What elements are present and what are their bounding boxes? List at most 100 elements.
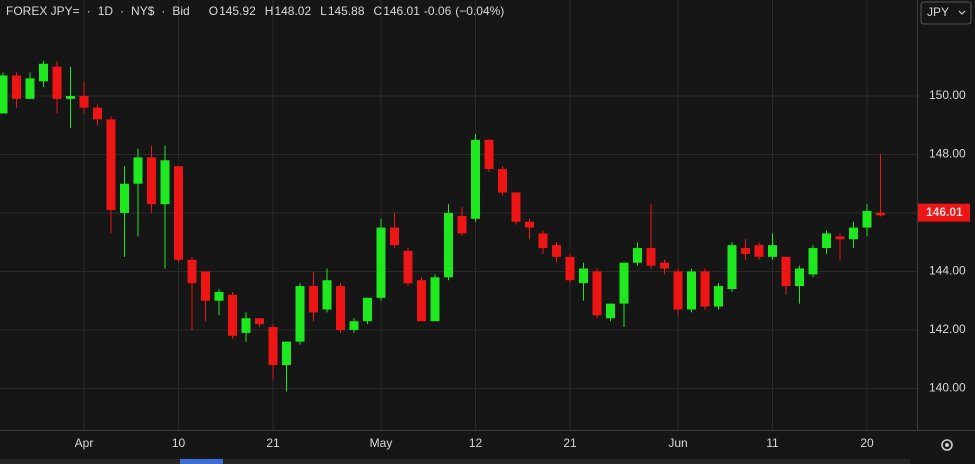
candle-body: [552, 245, 561, 257]
candle-body: [201, 271, 210, 301]
candle-body: [336, 286, 345, 330]
candle-body: [835, 236, 845, 240]
candle-body: [484, 139, 494, 170]
candle-body: [862, 210, 872, 228]
symbol: FOREX JPY=: [6, 4, 80, 18]
candle-body: [120, 183, 129, 213]
settings-button[interactable]: [941, 439, 953, 451]
scrollbar[interactable]: [0, 459, 910, 464]
last-price: 146.01: [926, 205, 963, 219]
candle-body: [79, 95, 89, 108]
candle-body: [741, 248, 750, 254]
candle-body: [39, 63, 48, 82]
candle-body: [214, 291, 224, 301]
candle-body: [363, 297, 372, 322]
candle-body: [714, 286, 723, 307]
candle-body: [876, 212, 885, 216]
candle-body: [309, 286, 318, 313]
gear-center[interactable]: [945, 443, 949, 447]
header: FOREX JPY= · 1D · NY$ · Bid: [6, 4, 190, 18]
change-pct: (−0.04%): [455, 4, 504, 18]
candle-body: [511, 192, 521, 222]
interval[interactable]: 1D: [98, 4, 114, 18]
candle-body: [633, 248, 642, 263]
candle-body: [498, 169, 507, 193]
scrollbar-thumb[interactable]: [180, 459, 223, 464]
candle-body: [538, 233, 548, 249]
gear-icon[interactable]: [941, 439, 953, 451]
separator: ·: [120, 4, 124, 18]
candle-body: [147, 157, 156, 205]
candle-body: [93, 107, 102, 120]
candle-body: [12, 75, 21, 99]
ohlc-letter: O: [209, 4, 218, 18]
candle-body: [268, 327, 278, 366]
candle-body: [241, 318, 251, 333]
candle-body: [0, 75, 8, 114]
candle-body: [349, 321, 359, 330]
x-tick-label: Jun: [668, 436, 687, 450]
candle-body: [160, 160, 170, 205]
ohlc-letter: H: [265, 4, 274, 18]
candle-body: [822, 233, 831, 249]
candle-body: [579, 268, 588, 284]
candle-body: [808, 248, 818, 275]
separator: ·: [161, 4, 165, 18]
x-tick-label: May: [370, 436, 393, 450]
ohlc-value: 145.92: [219, 4, 256, 18]
plot-area: [0, 0, 917, 430]
candle-body: [849, 227, 858, 240]
x-tick-label: 21: [266, 436, 280, 450]
currency-button[interactable]: JPY: [920, 1, 972, 25]
candle-body: [646, 248, 656, 266]
candle-body: [727, 245, 737, 290]
candle-body: [133, 157, 143, 184]
currency[interactable]: JPY: [927, 5, 949, 19]
candle-body: [376, 227, 386, 298]
ohlc-letter: L: [320, 4, 327, 18]
x-tick-label: 10: [172, 436, 186, 450]
candle-body: [444, 212, 453, 278]
candle-body: [187, 259, 197, 284]
candle-body: [295, 286, 305, 342]
y-tick-label: 148.00: [929, 147, 966, 161]
candle-body: [322, 280, 332, 310]
candle-body: [52, 66, 62, 99]
candle-body: [592, 271, 602, 316]
y-tick-label: 140.00: [929, 381, 966, 395]
ohlc-value: 146.01: [383, 4, 420, 18]
x-tick-label: 21: [563, 436, 577, 450]
currency-box[interactable]: [920, 1, 972, 25]
candle-body: [255, 318, 264, 325]
ohlc-value: 145.88: [328, 4, 365, 18]
candle-body: [673, 271, 683, 310]
candle-body: [606, 303, 615, 319]
candle-body: [754, 245, 764, 257]
ohlc-value: 148.02: [274, 4, 311, 18]
candle-body: [619, 262, 629, 304]
candle-body: [430, 277, 440, 322]
candle-body: [700, 271, 710, 307]
candle-body: [781, 256, 791, 287]
price-tag: [918, 203, 970, 222]
y-tick-label: 144.00: [929, 264, 966, 278]
separator: ·: [87, 4, 91, 18]
x-tick-label: 11: [766, 436, 779, 450]
candle-body: [795, 268, 804, 287]
quote-side: Bid: [172, 4, 189, 18]
candle-body: [565, 256, 575, 281]
candle-body: [525, 221, 534, 228]
dropdown-icon[interactable]: [958, 10, 966, 15]
candle-body: [228, 294, 237, 336]
x-tick-label: 12: [469, 436, 483, 450]
candle-body: [457, 215, 467, 234]
candle-body: [66, 95, 75, 99]
x-tick-label: 20: [860, 436, 874, 450]
change: -0.06: [424, 4, 452, 18]
candle-body: [660, 262, 669, 269]
candle-body: [25, 78, 35, 99]
ohlc-readout: O 145.92 H 148.02 L 145.88 C 146.01 -0.06 (−0.04%…: [209, 4, 505, 18]
